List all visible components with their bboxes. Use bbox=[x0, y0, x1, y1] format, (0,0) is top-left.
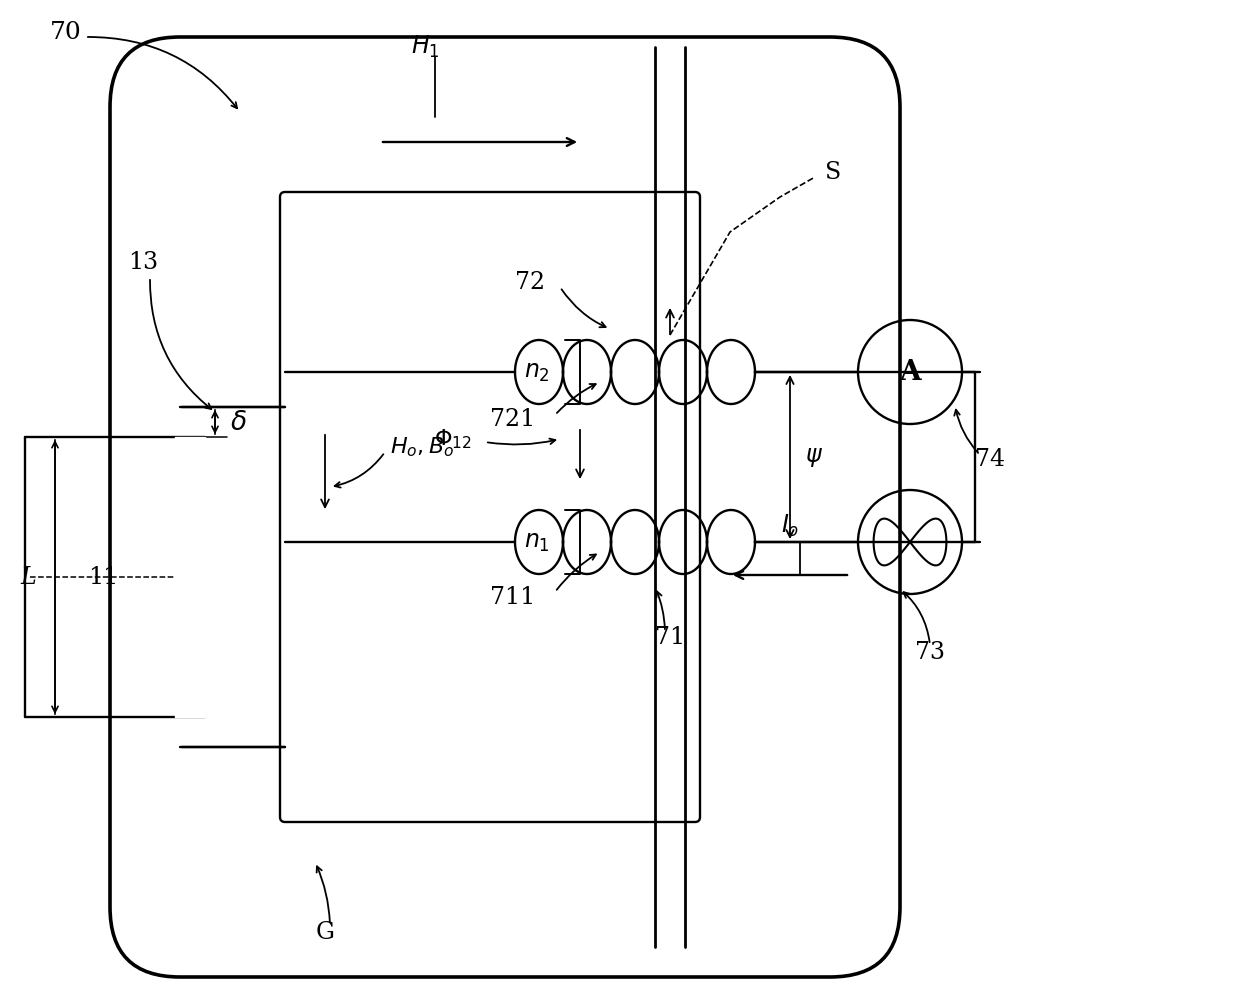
Text: $\Phi_{12}$: $\Phi_{12}$ bbox=[434, 427, 472, 451]
Text: G: G bbox=[315, 920, 335, 943]
Text: 13: 13 bbox=[128, 250, 159, 273]
Text: $\delta$: $\delta$ bbox=[229, 410, 247, 435]
Text: 70: 70 bbox=[50, 21, 82, 44]
Text: 711: 711 bbox=[490, 585, 534, 608]
Text: $n_1$: $n_1$ bbox=[525, 530, 551, 553]
Text: L: L bbox=[20, 565, 36, 588]
Text: $H_o,B_o$: $H_o,B_o$ bbox=[391, 436, 454, 459]
Text: $n_2$: $n_2$ bbox=[525, 361, 551, 384]
Text: 11: 11 bbox=[88, 565, 118, 588]
Text: $H_1$: $H_1$ bbox=[410, 34, 439, 60]
Text: $I_o$: $I_o$ bbox=[781, 512, 799, 539]
Text: 72: 72 bbox=[515, 270, 546, 293]
Text: 74: 74 bbox=[975, 448, 1006, 471]
Text: 73: 73 bbox=[915, 640, 945, 663]
Text: 71: 71 bbox=[655, 625, 686, 648]
Text: 721: 721 bbox=[490, 408, 534, 431]
Text: S: S bbox=[825, 161, 841, 183]
Text: A: A bbox=[899, 359, 921, 386]
Text: $\psi$: $\psi$ bbox=[805, 446, 823, 469]
